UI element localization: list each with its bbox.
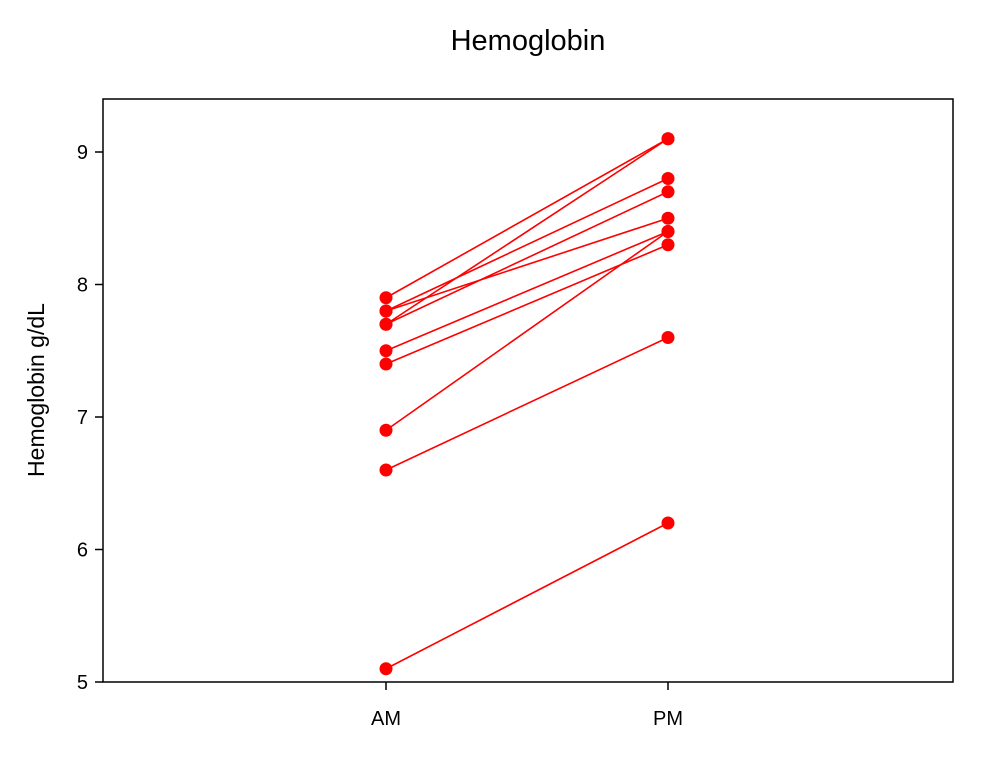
series-points xyxy=(379,132,675,676)
y-tick-label: 6 xyxy=(77,540,88,562)
series-line xyxy=(385,138,669,299)
data-point xyxy=(661,185,675,199)
series-line xyxy=(385,336,669,471)
x-tick-label: AM xyxy=(371,708,401,730)
data-point xyxy=(661,225,675,238)
data-point xyxy=(379,291,393,305)
x-axis-ticks: AM PM xyxy=(371,682,683,730)
series-line xyxy=(385,138,669,325)
data-point xyxy=(661,516,675,530)
chart-title: Hemoglobin xyxy=(451,25,606,57)
series-line xyxy=(385,217,669,312)
y-tick-label: 5 xyxy=(77,672,88,694)
plot-frame xyxy=(102,98,954,683)
data-point xyxy=(661,211,675,225)
data-point xyxy=(379,463,393,477)
y-axis-ticks: 5 6 7 8 9 xyxy=(77,142,103,694)
series-line xyxy=(385,230,669,431)
series-line xyxy=(385,191,669,325)
series-line xyxy=(385,230,669,352)
data-point xyxy=(379,304,393,318)
data-point xyxy=(379,344,393,358)
data-point xyxy=(661,331,675,344)
y-tick-label: 9 xyxy=(77,142,88,164)
series-lines xyxy=(385,138,669,670)
y-axis-label: Hemoglobin g/dL xyxy=(23,303,49,477)
data-point xyxy=(379,662,393,676)
series-line xyxy=(385,177,669,312)
series-line xyxy=(385,522,669,670)
data-point xyxy=(379,317,393,331)
data-point xyxy=(661,172,675,185)
data-point xyxy=(379,357,393,371)
x-tick-label: PM xyxy=(653,708,683,730)
data-point xyxy=(661,238,675,252)
data-point xyxy=(661,132,675,146)
y-tick-label: 7 xyxy=(77,407,88,429)
data-point xyxy=(379,423,393,437)
y-tick-label: 8 xyxy=(77,275,88,297)
